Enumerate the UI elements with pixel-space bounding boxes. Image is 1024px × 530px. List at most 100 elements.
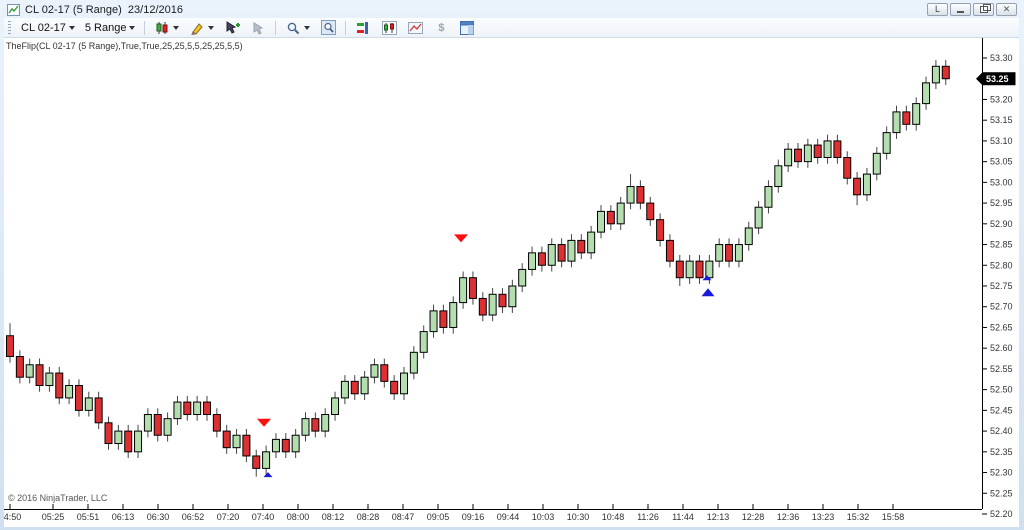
time-tick-label: 07:40 bbox=[252, 512, 275, 522]
candle-body bbox=[468, 277, 477, 299]
link-button[interactable]: L bbox=[927, 3, 948, 16]
copyright-label: © 2016 NinjaTrader, LLC bbox=[8, 493, 108, 503]
candle-body bbox=[557, 244, 566, 262]
candle-body bbox=[665, 239, 674, 262]
candle-body bbox=[734, 244, 743, 262]
zoom-in-button[interactable] bbox=[282, 19, 313, 36]
price-tick-label: 52.55 bbox=[990, 364, 1013, 374]
restore-button[interactable] bbox=[973, 3, 994, 16]
candle-body bbox=[271, 438, 280, 453]
buy-marker bbox=[702, 275, 712, 281]
remove-drawing-button[interactable] bbox=[247, 19, 269, 36]
candle-body bbox=[134, 430, 143, 453]
time-tick-label: 08:12 bbox=[322, 512, 345, 522]
display-unit-button[interactable]: $ bbox=[430, 19, 452, 36]
candle-body bbox=[429, 310, 438, 333]
chart-style-button[interactable] bbox=[151, 19, 182, 36]
add-drawing-button[interactable] bbox=[221, 19, 243, 36]
price-tick-label: 53.10 bbox=[990, 136, 1013, 146]
time-tick-label: 12:36 bbox=[777, 512, 800, 522]
candle-body bbox=[705, 260, 714, 279]
candle-body bbox=[400, 372, 408, 395]
sell-marker bbox=[454, 234, 468, 243]
add-drawing-icon bbox=[224, 20, 240, 35]
indicator-label[interactable]: TheFlip(CL 02-17 (5 Range),True,True,25,… bbox=[6, 41, 243, 51]
price-tick-label: 52.60 bbox=[990, 343, 1013, 353]
time-tick-label: 06:30 bbox=[147, 512, 170, 522]
candle-body bbox=[833, 140, 842, 158]
minimize-button[interactable] bbox=[950, 3, 971, 16]
sell-marker bbox=[257, 418, 271, 427]
candle-body bbox=[941, 65, 950, 80]
interval-label: 5 Range bbox=[84, 21, 127, 34]
candle-body bbox=[84, 397, 93, 411]
interval-selector[interactable]: 5 Range bbox=[82, 21, 139, 35]
candle-body bbox=[823, 140, 832, 158]
candle-body bbox=[55, 372, 64, 399]
last-price-tag: 53.25 bbox=[976, 72, 1016, 86]
time-tick-label: 08:00 bbox=[287, 512, 310, 522]
price-axis[interactable]: 53.30 53.25 53.20 53.15 53.10 53.05 53.00 52.95… bbox=[982, 38, 1013, 519]
candle-body bbox=[252, 455, 261, 469]
close-button[interactable]: ✕ bbox=[996, 3, 1017, 16]
price-tick-label: 52.95 bbox=[990, 198, 1013, 208]
zoom-in-icon bbox=[285, 20, 301, 35]
candle-body bbox=[656, 219, 665, 241]
price-tick-label: 52.20 bbox=[990, 509, 1013, 519]
minimize-icon bbox=[957, 7, 964, 13]
candle-body bbox=[695, 260, 704, 279]
link-button-label: L bbox=[934, 4, 940, 14]
price-tick-label: 52.70 bbox=[990, 302, 1013, 312]
candle-body bbox=[488, 293, 497, 316]
candle-body bbox=[537, 252, 546, 266]
zoom-out-button[interactable] bbox=[317, 19, 339, 36]
candle-body bbox=[65, 384, 74, 399]
window-controls: L ✕ bbox=[927, 3, 1019, 16]
candle-body bbox=[508, 285, 517, 308]
titlebar[interactable]: CL 02-17 (5 Range) 23/12/2016 L ✕ bbox=[4, 0, 1019, 18]
candlesticks bbox=[6, 60, 950, 477]
draw-tools-button[interactable] bbox=[186, 19, 217, 36]
price-tick-label: 53.30 bbox=[990, 53, 1013, 63]
toolbar: CL 02-17 5 Range bbox=[4, 18, 1019, 38]
time-tick-label: 06:13 bbox=[112, 512, 135, 522]
candle-body bbox=[912, 103, 921, 125]
data-series-button[interactable] bbox=[352, 19, 374, 36]
candle-body bbox=[74, 384, 83, 411]
candle-body bbox=[794, 148, 802, 163]
restore-icon bbox=[979, 4, 991, 13]
time-tick-label: 11:26 bbox=[637, 512, 659, 522]
chevron-down-icon bbox=[68, 26, 75, 30]
candle-body bbox=[774, 165, 783, 188]
price-tick-label: 53.05 bbox=[990, 157, 1013, 167]
chart-snapshot-icon bbox=[407, 20, 423, 35]
time-axis[interactable]: 04:50 05:25 05:51 06:13 06:30 06:52 07:20 07:40… bbox=[4, 504, 982, 522]
time-tick-label: 15:32 bbox=[847, 512, 870, 522]
candle-body bbox=[902, 111, 911, 125]
remove-drawing-icon bbox=[250, 20, 266, 35]
chart-plot[interactable] bbox=[4, 38, 982, 509]
price-tick-label: 53.15 bbox=[990, 115, 1013, 125]
candle-body bbox=[370, 364, 379, 378]
time-tick-label: 08:47 bbox=[392, 512, 415, 522]
candle-body bbox=[813, 144, 822, 158]
candle-body bbox=[803, 144, 812, 163]
chart-trader-button[interactable] bbox=[456, 19, 478, 36]
time-tick-label: 09:44 bbox=[497, 512, 520, 522]
candle-body bbox=[922, 82, 931, 105]
candle-body bbox=[715, 244, 724, 262]
candle-body bbox=[193, 401, 202, 416]
candle-body bbox=[350, 380, 359, 395]
candle-body bbox=[439, 310, 448, 328]
candle-body bbox=[498, 293, 507, 308]
indicators-button[interactable] bbox=[378, 19, 400, 36]
candle-body bbox=[636, 186, 645, 204]
candle-body bbox=[124, 430, 133, 453]
chart-snapshot-button[interactable] bbox=[404, 19, 426, 36]
price-tick-label: 52.40 bbox=[990, 426, 1013, 436]
chart-area: TheFlip(CL 02-17 (5 Range),True,True,25,… bbox=[4, 38, 1019, 527]
candle-body bbox=[94, 397, 103, 424]
time-tick-label: 09:05 bbox=[427, 512, 450, 522]
toolbar-grip[interactable] bbox=[8, 21, 11, 34]
instrument-selector[interactable]: CL 02-17 bbox=[18, 21, 78, 35]
